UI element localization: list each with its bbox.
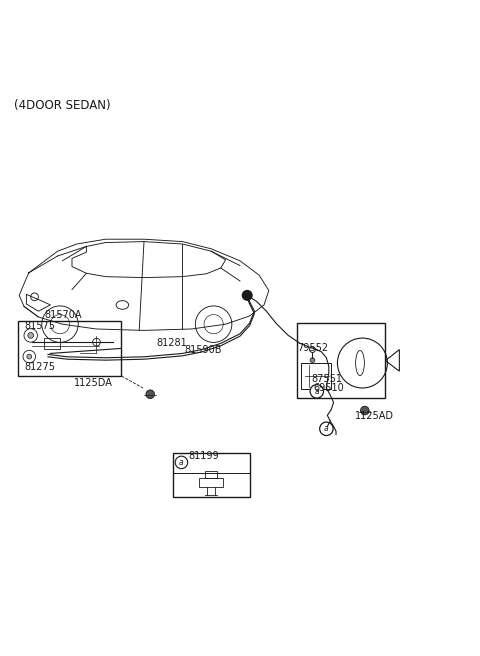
Text: 79552: 79552 [298, 343, 329, 353]
Circle shape [242, 291, 252, 300]
Circle shape [146, 390, 155, 399]
Text: a: a [314, 387, 319, 396]
Text: 81570A: 81570A [44, 310, 82, 319]
Circle shape [310, 384, 324, 398]
Circle shape [360, 406, 369, 415]
Bar [199, 478, 223, 487]
Bar [297, 323, 385, 398]
Bar [18, 321, 121, 376]
Circle shape [320, 422, 333, 436]
Circle shape [28, 333, 34, 338]
Bar [44, 338, 60, 349]
Circle shape [310, 358, 315, 363]
Text: 81590B: 81590B [185, 344, 222, 355]
Text: 81281: 81281 [156, 338, 187, 348]
Text: a: a [179, 458, 184, 467]
Text: (4DOOR SEDAN): (4DOOR SEDAN) [14, 98, 111, 112]
Text: 87551: 87551 [311, 374, 342, 384]
Text: a: a [324, 424, 329, 434]
Text: 81199: 81199 [188, 451, 219, 461]
Text: 1125DA: 1125DA [74, 379, 113, 388]
Bar [301, 363, 331, 390]
Text: 81575: 81575 [24, 321, 55, 331]
Bar [173, 453, 250, 497]
Text: 81275: 81275 [24, 362, 55, 373]
Circle shape [27, 354, 32, 359]
Bar [205, 470, 217, 478]
Text: 69510: 69510 [313, 384, 344, 394]
Text: 1125AD: 1125AD [355, 411, 394, 421]
Circle shape [175, 456, 188, 468]
